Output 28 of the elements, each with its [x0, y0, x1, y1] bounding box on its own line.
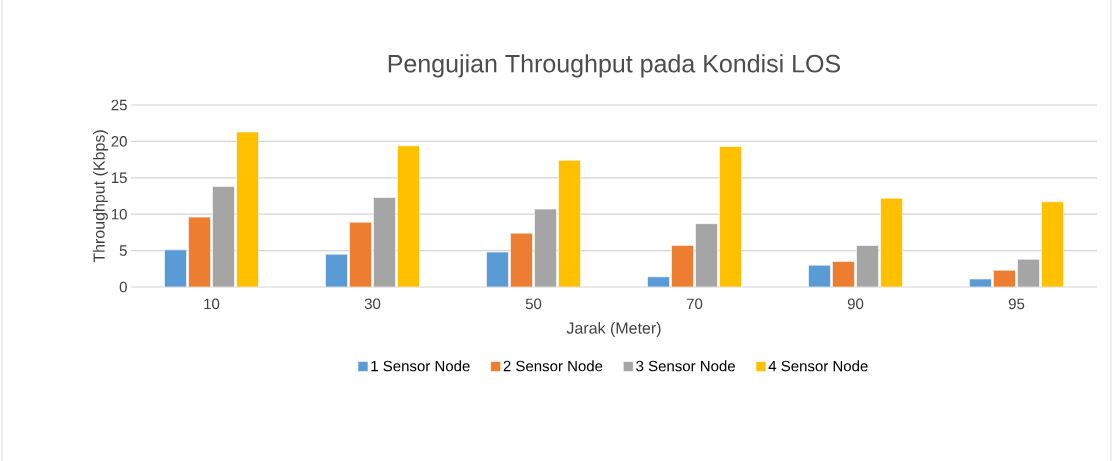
x-tick-label: 50 [525, 298, 542, 310]
x-tick-label: 95 [1008, 298, 1025, 310]
bar [671, 245, 694, 287]
y-tick-label: 15 [111, 172, 127, 184]
y-tick-label: 0 [119, 281, 127, 293]
x-tick-label: 30 [364, 298, 381, 310]
y-axis-title: Throughput (Kbps) [93, 130, 108, 263]
chart-title: Pengujian Throughput pada Kondisi LOS [388, 54, 841, 78]
bar [510, 232, 533, 287]
x-tick-label: 10 [204, 298, 220, 310]
y-tick-label: 20 [111, 136, 127, 147]
x-axis-title: Jarak (Meter) [566, 322, 661, 337]
y-tick-label: 10 [111, 208, 127, 220]
x-tick-label: 90 [847, 298, 864, 310]
bar [325, 253, 348, 287]
bar [349, 221, 372, 287]
legend-label: 1 Sensor Node [371, 360, 470, 372]
bar [832, 261, 855, 287]
legend-label: 2 Sensor Node [503, 360, 603, 372]
y-tick-label: 25 [111, 99, 127, 111]
bar [188, 216, 211, 287]
bar [164, 249, 187, 287]
legend-label: 3 Sensor Node [636, 360, 735, 372]
y-tick-label: 5 [119, 245, 127, 256]
legend-label: 4 Sensor Node [768, 360, 868, 372]
bar [486, 251, 509, 287]
x-tick-label: 70 [686, 298, 703, 310]
bar [1041, 201, 1064, 287]
